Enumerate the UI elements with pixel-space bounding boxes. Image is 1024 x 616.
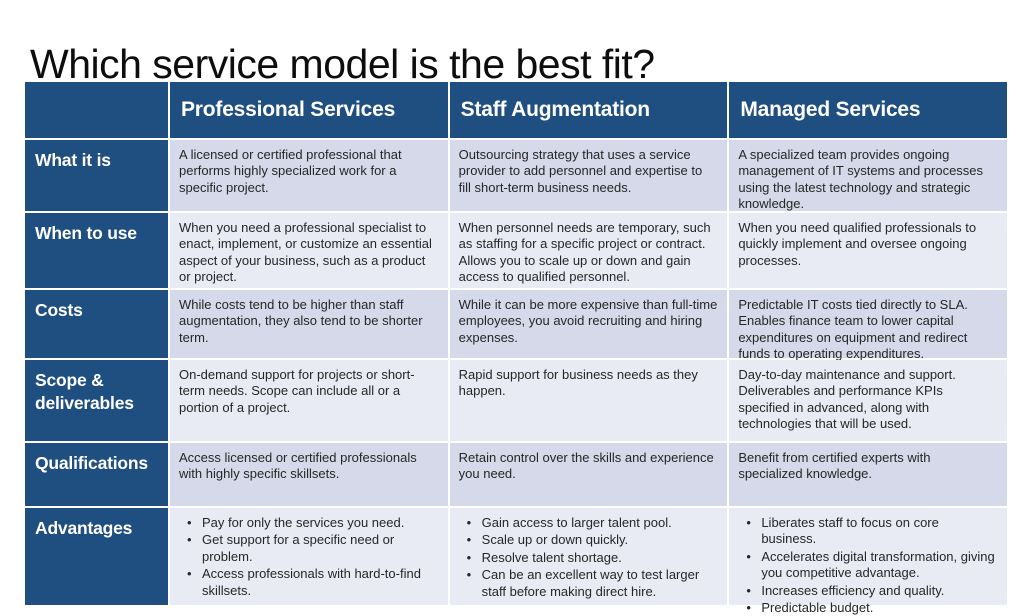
table-cell: When personnel needs are temporary, such… [449, 213, 728, 288]
page-title: Which service model is the best fit? [30, 41, 655, 88]
row-header-qualifications: Qualifications [25, 443, 168, 506]
table-cell: When you need qualified professionals to… [729, 213, 1007, 288]
table-cell: Predictable IT costs tied directly to SL… [729, 290, 1007, 361]
table-corner-cell [25, 82, 168, 138]
table-cell: A licensed or certified professional tha… [170, 140, 448, 211]
bullet-item: Pay for only the services you need. [185, 515, 438, 532]
table-cell-bullets: Gain access to larger talent pool. Scale… [449, 508, 728, 605]
table-cell: Rapid support for business needs as they… [449, 360, 728, 441]
bullet-item: Get support for a specific need or probl… [185, 532, 438, 565]
bullet-item: Resolve talent shortage. [465, 550, 718, 567]
table-cell-bullets: Pay for only the services you need. Get … [170, 508, 448, 605]
table-cell-bullets: Liberates staff to focus on core busines… [729, 508, 1007, 616]
bullet-item: Access professionals with hard-to-find s… [185, 566, 438, 599]
table-cell: A specialized team provides ongoing mana… [729, 140, 1007, 211]
table-cell: Outsourcing strategy that uses a service… [449, 140, 728, 211]
table-cell: Day-to-day maintenance and support. Deli… [729, 360, 1007, 441]
column-header-managed-services: Managed Services [729, 82, 1007, 138]
bullet-list: Pay for only the services you need. Get … [179, 515, 438, 599]
table-cell: When you need a professional specialist … [170, 213, 448, 288]
bullet-list: Gain access to larger talent pool. Scale… [459, 515, 718, 600]
table-cell: While costs tend to be higher than staff… [170, 290, 448, 358]
bullet-item: Scale up or down quickly. [465, 532, 718, 549]
row-header-when-to-use: When to use [25, 213, 168, 288]
comparison-table: Professional Services Staff Augmentation… [25, 82, 1007, 616]
column-header-professional-services: Professional Services [170, 82, 448, 138]
row-header-scope-deliverables: Scope & deliverables [25, 360, 168, 441]
table-cell: While it can be more expensive than full… [449, 290, 728, 358]
row-header-what-it-is: What it is [25, 140, 168, 211]
bullet-item: Accelerates digital transformation, givi… [744, 549, 997, 582]
bullet-item: Liberates staff to focus on core busines… [744, 515, 997, 548]
row-header-advantages: Advantages [25, 508, 168, 605]
table-cell: On-demand support for projects or short-… [170, 360, 448, 441]
table-cell: Benefit from certified experts with spec… [729, 443, 1007, 506]
bullet-item: Predictable budget. [744, 600, 997, 616]
table-cell: Retain control over the skills and exper… [449, 443, 728, 506]
table-cell: Access licensed or certified professiona… [170, 443, 448, 506]
bullet-item: Gain access to larger talent pool. [465, 515, 718, 532]
column-header-staff-augmentation: Staff Augmentation [449, 82, 728, 138]
bullet-item: Increases efficiency and quality. [744, 583, 997, 600]
row-header-costs: Costs [25, 290, 168, 358]
bullet-list: Liberates staff to focus on core busines… [738, 515, 997, 616]
bullet-item: Can be an excellent way to test larger s… [465, 567, 718, 600]
